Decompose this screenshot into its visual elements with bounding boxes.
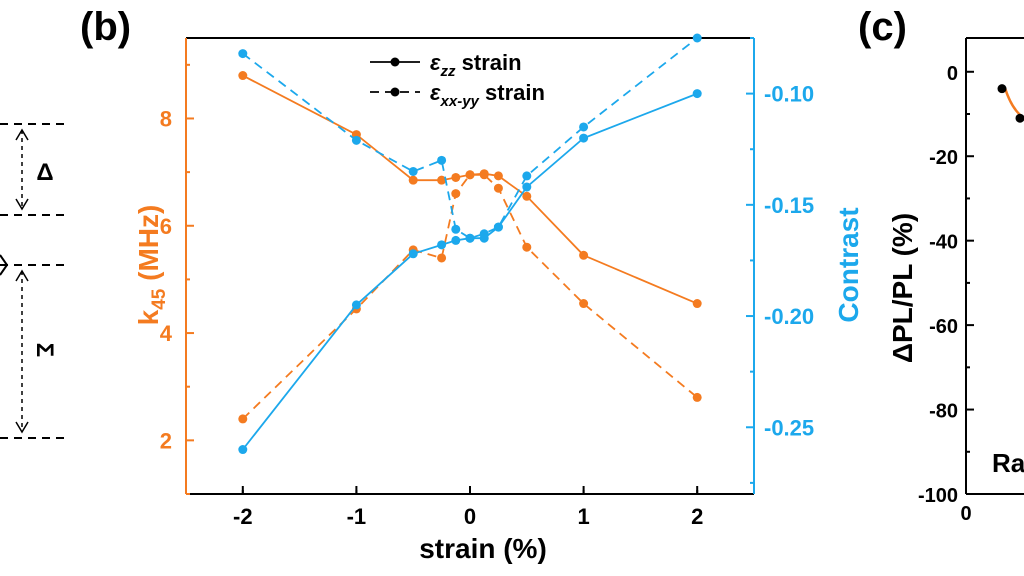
data-point	[522, 191, 532, 201]
delta-arrow-head-down	[15, 198, 29, 211]
c-y-tick-label: 0	[947, 63, 958, 85]
data-point	[579, 250, 589, 260]
series-line-3	[242, 37, 698, 240]
series-group	[238, 33, 702, 455]
y-left-label-sub: 45	[149, 288, 170, 310]
data-point	[493, 222, 503, 232]
y-right-tick-label: -0.10	[764, 82, 814, 107]
c-data-point	[1015, 113, 1024, 123]
x-tick-label: 1	[577, 504, 589, 529]
data-point	[479, 170, 489, 180]
data-point	[692, 89, 702, 99]
x-tick-label: 0	[464, 504, 476, 529]
delta-arrow-head-up	[15, 128, 29, 141]
data-point	[351, 300, 361, 310]
panel-c-label: (c)	[858, 5, 907, 49]
legend-label-0: εzz strain	[430, 50, 522, 80]
data-point	[579, 122, 589, 132]
x-tick-label: -1	[347, 504, 367, 529]
data-point	[579, 133, 589, 143]
data-point	[493, 183, 503, 193]
legend-label-main: ε	[430, 50, 441, 75]
data-point	[451, 189, 461, 199]
data-point	[522, 182, 532, 192]
data-point	[408, 166, 418, 176]
c-fit-curve	[1003, 87, 1024, 120]
c-data-point	[997, 84, 1007, 94]
panel-b-label: (b)	[80, 5, 131, 49]
data-point	[351, 135, 361, 145]
panel-c-annotation: Ra	[992, 448, 1024, 478]
y-left-label-rest: (MHz)	[133, 205, 164, 289]
data-point	[479, 229, 489, 239]
data-point	[692, 33, 702, 43]
y-right-tick-label: -0.15	[764, 193, 814, 218]
x-tick-label: -2	[233, 504, 253, 529]
y-left-axis-label: k45 (MHz)	[133, 205, 170, 326]
data-point	[238, 414, 248, 424]
legend-marker-0	[390, 57, 400, 67]
y-left-tick-label: 6	[160, 214, 172, 239]
legend-label-rest: strain	[456, 50, 522, 75]
sigma-label: Σ	[31, 343, 58, 357]
data-point	[493, 171, 503, 181]
legend-marker-1	[390, 87, 400, 97]
data-point	[437, 155, 447, 165]
c-y-tick-label: -20	[929, 147, 958, 169]
data-point	[692, 392, 702, 402]
c-x-tick-label: 0	[960, 503, 971, 525]
data-point	[579, 299, 589, 309]
c-y-tick-label: -60	[929, 316, 958, 338]
x-axis-label: strain (%)	[419, 533, 547, 564]
legend-label-sub: xx-yy	[440, 93, 480, 110]
c-y-tick-label: -40	[929, 232, 958, 254]
y-left-label-main: k	[133, 309, 164, 325]
data-point	[408, 175, 418, 185]
legend-label-rest: strain	[479, 80, 545, 105]
data-point	[451, 235, 461, 245]
data-point	[692, 299, 702, 309]
data-point	[451, 172, 461, 182]
legend-label-sub: zz	[440, 63, 457, 80]
delta-label: Δ	[36, 159, 53, 186]
data-point	[238, 49, 248, 59]
data-point	[465, 233, 475, 243]
y-right-tick-label: -0.20	[764, 304, 814, 329]
bracket-mark	[0, 254, 9, 276]
data-point	[451, 224, 461, 234]
data-point	[465, 170, 475, 180]
axes-group: -2 -1 0 1 2 2 4 6 8 -0.25 -0.20 -0.15 -0.10	[160, 37, 814, 529]
sigma-arrow-head-down	[15, 421, 29, 434]
y-left-tick-label: 8	[160, 106, 172, 131]
data-point	[408, 249, 418, 259]
y-right-axis-label: Contrast	[833, 207, 864, 322]
legend-label-1: εxx-yy strain	[430, 80, 545, 110]
data-point	[238, 71, 248, 81]
data-point	[522, 242, 532, 252]
series-line-2	[242, 92, 698, 451]
data-point	[238, 445, 248, 455]
data-point	[437, 175, 447, 185]
y-left-tick-label: 4	[160, 321, 173, 346]
chart-panel-b: -2 -1 0 1 2 2 4 6 8 -0.25 -0.20 -0.15 -0.10 εzz stra…	[133, 33, 864, 564]
legend-label-main: ε	[430, 80, 441, 105]
data-point	[437, 240, 447, 250]
c-y-tick-label: -80	[929, 401, 958, 423]
series-line-1	[242, 173, 698, 420]
x-tick-label: 2	[691, 504, 703, 529]
sigma-arrow-head-up	[15, 269, 29, 282]
y-left-tick-label: 2	[160, 428, 172, 453]
data-point	[437, 253, 447, 263]
data-point	[522, 171, 532, 181]
energy-level-diagram-fragment: Δ Σ	[0, 123, 70, 439]
c-y-tick-label: -100	[918, 485, 958, 507]
panel-c-y-axis-label: ΔPL/PL (%)	[887, 213, 918, 363]
y-right-tick-label: -0.25	[764, 415, 814, 440]
